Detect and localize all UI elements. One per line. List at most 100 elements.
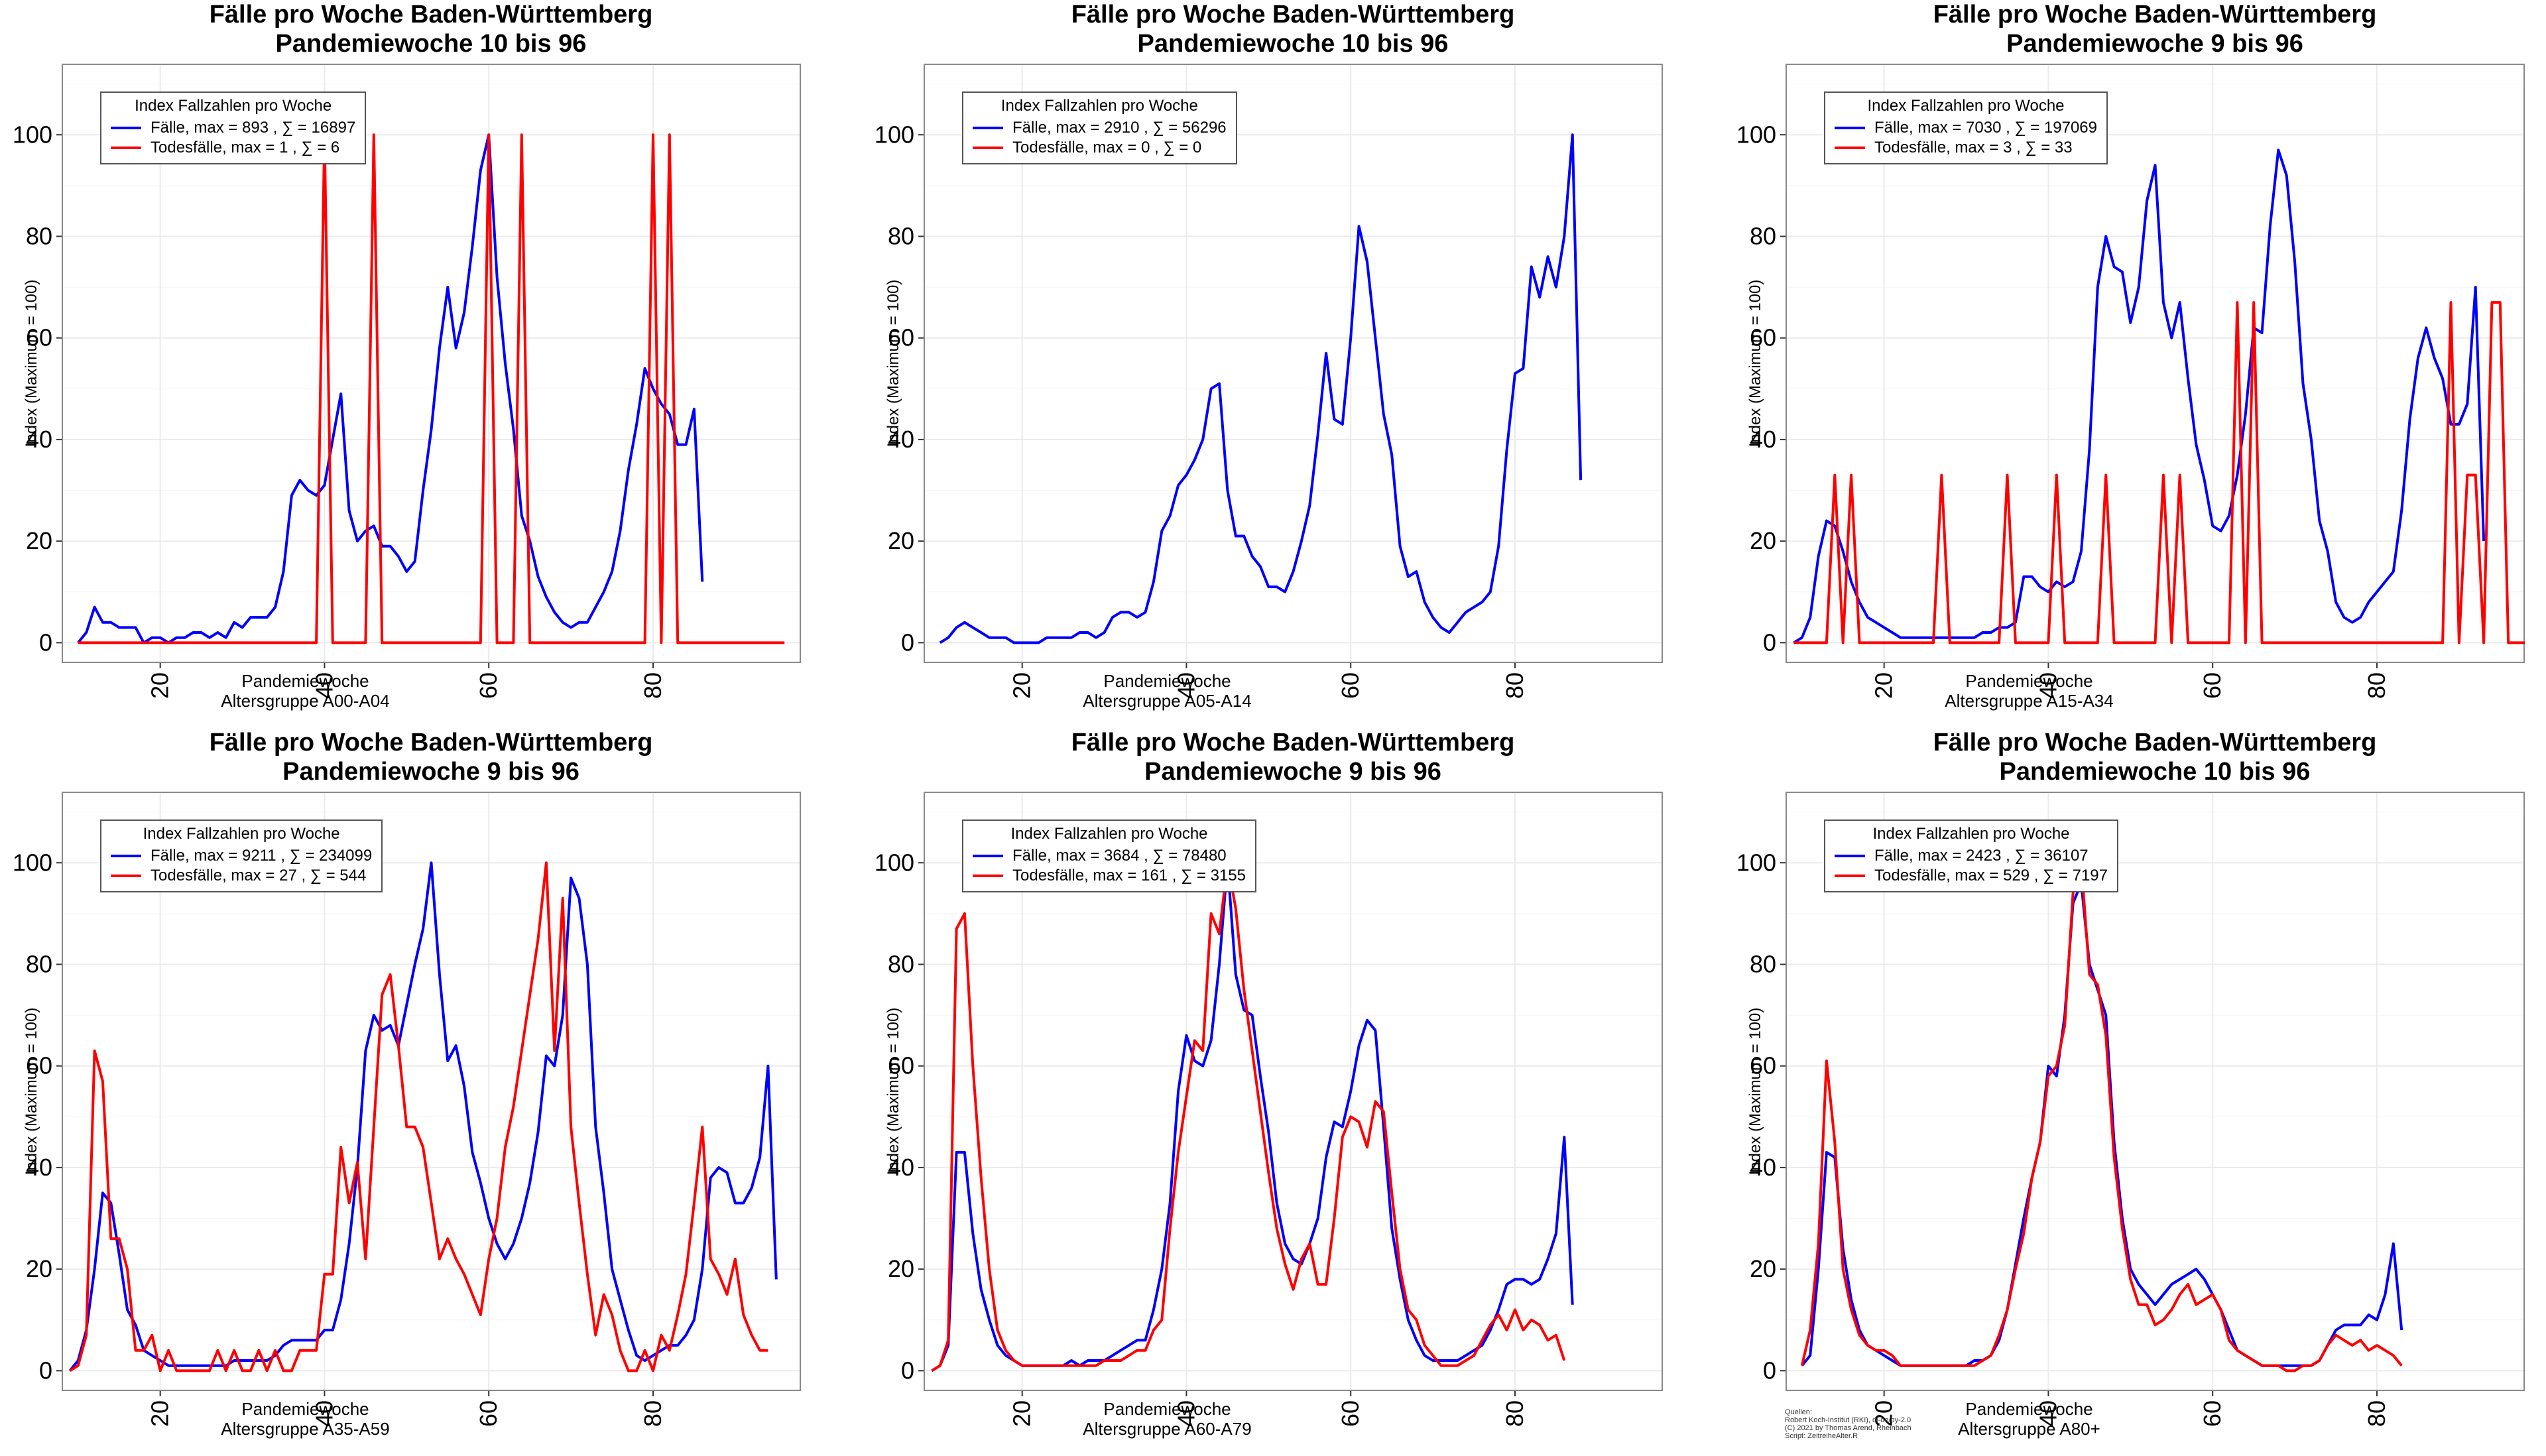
credit-line: (C) 2021 by Thomas Arend, Rheinbach bbox=[1785, 1424, 1911, 1432]
y-tick-label: 60 bbox=[26, 1052, 52, 1079]
chart-legend: Index Fallzahlen pro Woche Fälle, max = 2… bbox=[962, 91, 1237, 164]
legend-entry: Fälle, max = 893 , ∑ = 16897 bbox=[111, 118, 355, 138]
legend-label: Todesfälle, max = 161 , ∑ = 3155 bbox=[1012, 867, 1246, 884]
x-tick-label: 20 bbox=[1008, 672, 1036, 699]
legend-title: Index Fallzahlen pro Woche bbox=[1872, 825, 2070, 843]
y-tick-label: 40 bbox=[888, 1154, 914, 1181]
y-tick-label: 0 bbox=[901, 1357, 914, 1384]
y-tick-label: 20 bbox=[888, 1255, 914, 1282]
chart-title-line: Fälle pro Woche Baden-Württemberg bbox=[1933, 729, 2377, 757]
x-tick-label: 40 bbox=[2034, 1400, 2061, 1427]
x-tick-label: 60 bbox=[1337, 1400, 1364, 1427]
legend-key-line bbox=[973, 855, 1003, 857]
series-line-faelle bbox=[939, 133, 1583, 644]
y-axis-label: Index (Maximum = 100) bbox=[884, 279, 902, 448]
legend-entry: Todesfälle, max = 27 , ∑ = 544 bbox=[111, 866, 372, 886]
y-tick-label: 40 bbox=[26, 426, 52, 453]
y-tick-label: 0 bbox=[39, 629, 52, 656]
legend-title: Index Fallzahlen pro Woche bbox=[1867, 97, 2065, 115]
y-tick-label: 20 bbox=[888, 527, 914, 554]
y-axis-label: Index (Maximum = 100) bbox=[23, 279, 40, 448]
y-tick-label: 100 bbox=[13, 121, 52, 148]
y-tick-label: 20 bbox=[26, 527, 52, 554]
legend-key-line bbox=[1835, 855, 1865, 857]
y-tick-label: 20 bbox=[1750, 1255, 1776, 1282]
age-group-label: Altersgruppe A05-A14 bbox=[1083, 691, 1252, 711]
x-tick-label: 80 bbox=[639, 1400, 666, 1427]
legend-label: Fälle, max = 2910 , ∑ = 56296 bbox=[1012, 119, 1227, 137]
x-axis-title: Pandemiewoche bbox=[1965, 1399, 2093, 1419]
x-axis-label: Pandemiewoche Altersgruppe A00-A04 bbox=[173, 671, 438, 711]
x-tick-label: 40 bbox=[310, 1400, 337, 1427]
y-tick-label: 100 bbox=[1736, 849, 1776, 876]
y-axis-label: Index (Maximum = 100) bbox=[884, 1007, 902, 1176]
legend-key-line bbox=[973, 875, 1003, 877]
series-line-todesfaelle bbox=[78, 133, 785, 644]
x-tick-label: 40 bbox=[2034, 672, 2061, 699]
legend-entry: Fälle, max = 2423 , ∑ = 36107 bbox=[1835, 846, 2108, 866]
legend-label: Fälle, max = 893 , ∑ = 16897 bbox=[151, 119, 356, 137]
series-line-faelle bbox=[77, 133, 704, 644]
y-tick-label: 100 bbox=[875, 121, 914, 148]
legend-key-line bbox=[111, 855, 141, 857]
age-group-label: Altersgruppe A35-A59 bbox=[221, 1419, 390, 1439]
chart-legend: Index Fallzahlen pro Woche Fälle, max = 7… bbox=[1824, 91, 2108, 164]
age-group-label: Altersgruppe A15-A34 bbox=[1945, 691, 2114, 711]
x-tick-label: 60 bbox=[475, 1400, 502, 1427]
x-tick-label: 80 bbox=[2363, 672, 2390, 699]
chart-subtitle: Pandemiewoche 9 bis 96 bbox=[282, 758, 579, 786]
legend-key-line bbox=[1835, 147, 1865, 149]
x-tick-label: 20 bbox=[1870, 672, 1898, 699]
chart-panel: Fälle pro Woche Baden-Württemberg Pandemi… bbox=[0, 728, 862, 1456]
legend-entry: Todesfälle, max = 3 , ∑ = 33 bbox=[1835, 138, 2097, 158]
legend-entry: Todesfälle, max = 161 , ∑ = 3155 bbox=[973, 866, 1246, 886]
y-tick-label: 0 bbox=[901, 629, 914, 656]
chart-title-line: Fälle pro Woche Baden-Württemberg bbox=[1071, 1, 1515, 29]
chart-legend: Index Fallzahlen pro Woche Fälle, max = 2… bbox=[1824, 819, 2118, 892]
x-axis-title: Pandemiewoche bbox=[1103, 671, 1231, 691]
x-tick-label: 80 bbox=[2363, 1400, 2390, 1427]
y-tick-label: 80 bbox=[26, 950, 52, 977]
y-tick-label: 60 bbox=[888, 1052, 914, 1079]
x-axis-label: Pandemiewoche Altersgruppe A60-A79 bbox=[1035, 1399, 1300, 1439]
legend-title: Index Fallzahlen pro Woche bbox=[1000, 97, 1198, 115]
x-axis-label: Pandemiewoche Altersgruppe A15-A34 bbox=[1897, 671, 2162, 711]
legend-key-line bbox=[973, 147, 1003, 149]
y-tick-label: 20 bbox=[26, 1255, 52, 1282]
credit-line: Script: ZeitreiheAlter.R bbox=[1785, 1432, 1858, 1440]
chart-panel: Fälle pro Woche Baden-Württemberg Pandemi… bbox=[0, 0, 862, 728]
legend-label: Todesfälle, max = 529 , ∑ = 7197 bbox=[1874, 867, 2108, 884]
legend-title: Index Fallzahlen pro Woche bbox=[143, 825, 340, 843]
legend-label: Todesfälle, max = 3 , ∑ = 33 bbox=[1874, 139, 2073, 156]
x-tick-label: 20 bbox=[147, 1400, 174, 1427]
series-line-todesfaelle bbox=[1793, 301, 2525, 644]
legend-title: Index Fallzahlen pro Woche bbox=[1010, 825, 1208, 843]
chart-title-line: Fälle pro Woche Baden-Württemberg bbox=[209, 729, 653, 757]
legend-key-line bbox=[1835, 875, 1865, 877]
line-chart: 0 20 40 60 80 100 20 40 60 80 bbox=[1736, 793, 2523, 1427]
legend-key-line bbox=[111, 147, 141, 149]
chart-panel: Fälle pro Woche Baden-Württemberg Pandemi… bbox=[1724, 0, 2546, 728]
x-axis-title: Pandemiewoche bbox=[241, 671, 369, 691]
series-line-todesfaelle bbox=[931, 861, 1566, 1372]
credit-line: Quellen: bbox=[1785, 1408, 1812, 1416]
chart-legend: Index Fallzahlen pro Woche Fälle, max = 8… bbox=[100, 91, 367, 164]
x-tick-label: 40 bbox=[310, 672, 337, 699]
x-axis-label: Pandemiewoche Altersgruppe A80+ bbox=[1897, 1399, 2162, 1439]
x-axis-title: Pandemiewoche bbox=[241, 1399, 369, 1419]
legend-key-line bbox=[1835, 127, 1865, 129]
chart-title: Fälle pro Woche Baden-Württemberg Pandemi… bbox=[0, 0, 862, 58]
legend-title: Index Fallzahlen pro Woche bbox=[135, 97, 332, 115]
x-axis-label: Pandemiewoche Altersgruppe A05-A14 bbox=[1035, 671, 1300, 711]
y-tick-label: 40 bbox=[26, 1154, 52, 1181]
x-tick-label: 20 bbox=[1008, 1400, 1036, 1427]
legend-label: Fälle, max = 9211 , ∑ = 234099 bbox=[151, 847, 373, 865]
y-tick-label: 80 bbox=[1750, 950, 1776, 977]
x-tick-label: 20 bbox=[147, 672, 174, 699]
y-tick-label: 60 bbox=[888, 324, 914, 351]
y-axis-label: Index (Maximum = 100) bbox=[1746, 279, 1764, 448]
x-tick-label: 40 bbox=[1172, 1400, 1199, 1427]
x-tick-label: 80 bbox=[639, 672, 666, 699]
credit-line: Robert Koch-Institut (RKI), dl-de/by-2.0 bbox=[1785, 1416, 1911, 1424]
chart-subtitle: Pandemiewoche 9 bis 96 bbox=[1144, 758, 1441, 786]
